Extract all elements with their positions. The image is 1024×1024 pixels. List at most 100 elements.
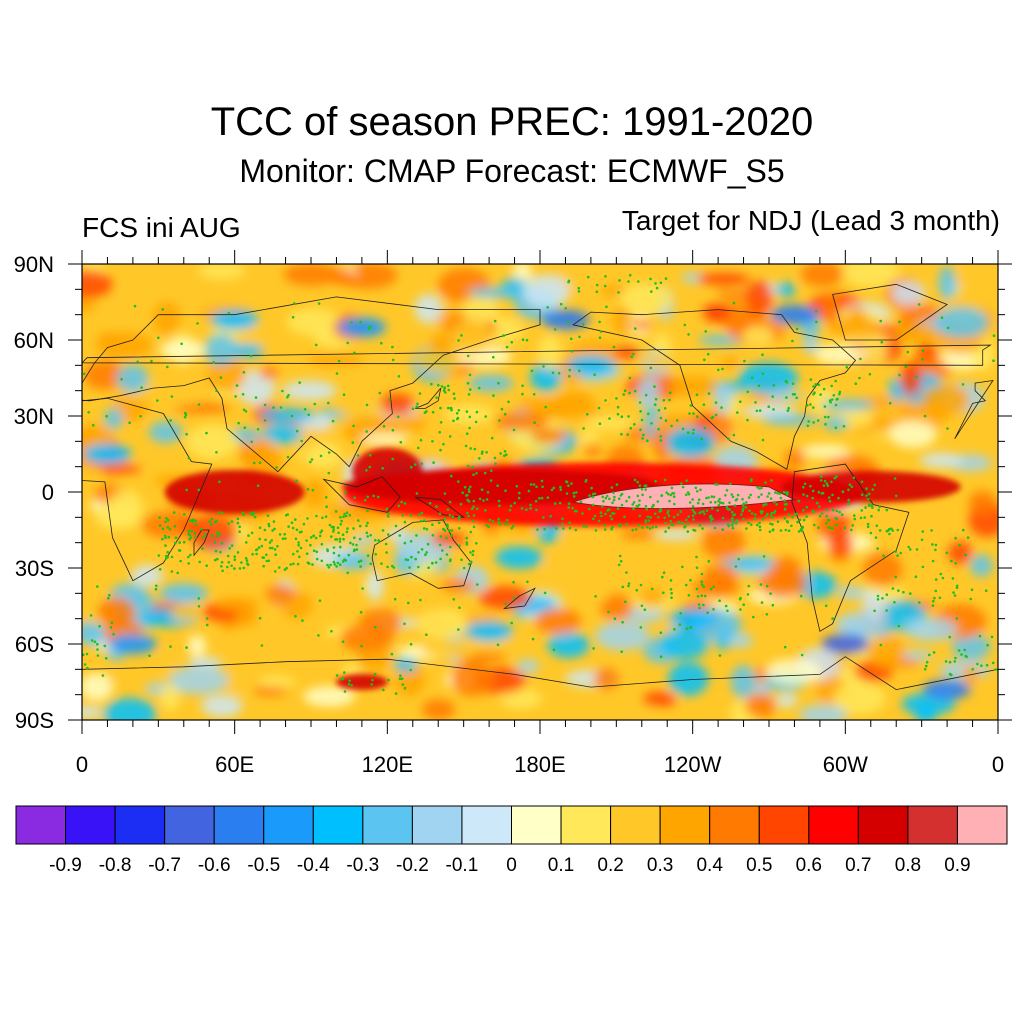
- significance-dot: [196, 322, 199, 325]
- significance-dot: [659, 655, 663, 658]
- significance-dot: [475, 507, 479, 511]
- significance-dot: [330, 629, 333, 633]
- significance-dot: [669, 588, 673, 591]
- field-patch: [82, 672, 114, 701]
- significance-dot: [327, 471, 331, 475]
- significance-dot: [237, 421, 240, 425]
- significance-dot: [802, 508, 805, 512]
- significance-dot: [426, 542, 430, 546]
- field-patch: [393, 656, 418, 673]
- significance-dot: [870, 504, 873, 507]
- significance-dot: [644, 519, 648, 522]
- significance-dot: [772, 408, 775, 411]
- significance-dot: [472, 505, 475, 509]
- significance-dot: [812, 523, 816, 527]
- significance-dot: [417, 446, 420, 450]
- significance-dot: [521, 384, 524, 388]
- significance-dot: [765, 613, 769, 616]
- significance-dot: [814, 383, 817, 386]
- significance-dot: [756, 486, 759, 489]
- significance-dot: [694, 512, 697, 515]
- significance-dot: [306, 561, 310, 564]
- significance-dot: [593, 373, 596, 377]
- significance-dot: [465, 541, 469, 544]
- significance-dot: [169, 419, 172, 422]
- field-patch: [919, 452, 964, 468]
- field-patch: [727, 632, 753, 649]
- significance-dot: [260, 544, 264, 548]
- significance-dot: [667, 492, 670, 496]
- field-patch: [82, 706, 103, 719]
- significance-dot: [469, 530, 473, 534]
- significance-dot: [471, 549, 475, 553]
- significance-dot: [439, 406, 442, 410]
- significance-dot: [559, 302, 563, 306]
- significance-dot: [812, 393, 815, 396]
- significance-dot: [954, 656, 957, 660]
- field-patch: [352, 535, 377, 546]
- significance-dot: [641, 493, 644, 497]
- significance-dot: [446, 525, 449, 528]
- significance-dot: [330, 525, 334, 529]
- lat-tick-label: 60S: [15, 632, 54, 657]
- significance-dot: [503, 450, 507, 453]
- significance-dot: [771, 528, 775, 532]
- significance-dot: [359, 559, 363, 563]
- significance-dot: [294, 614, 297, 618]
- significance-dot: [164, 554, 168, 558]
- field-patch: [951, 633, 991, 660]
- significance-dot: [622, 393, 625, 396]
- significance-dot: [640, 418, 644, 422]
- significance-dot: [161, 527, 165, 531]
- significance-dot: [320, 542, 324, 546]
- significance-dot: [230, 564, 233, 568]
- significance-dot: [431, 561, 434, 565]
- significance-dot: [515, 484, 519, 488]
- significance-dot: [860, 480, 864, 484]
- significance-dot: [649, 495, 652, 499]
- significance-dot: [360, 644, 363, 648]
- significance-dot: [954, 562, 957, 565]
- significance-dot: [365, 403, 369, 407]
- significance-dot: [865, 487, 868, 490]
- significance-dot: [678, 623, 682, 626]
- significance-dot: [831, 617, 834, 620]
- significance-dot: [485, 498, 489, 501]
- significance-dot: [437, 383, 440, 387]
- significance-dot: [613, 617, 617, 620]
- significance-dot: [490, 436, 494, 440]
- significance-dot: [628, 391, 631, 395]
- field-patch: [530, 428, 568, 443]
- significance-dot: [406, 558, 410, 562]
- significance-dot: [333, 563, 337, 566]
- significance-dot: [608, 497, 611, 501]
- significance-dot: [438, 543, 442, 547]
- significance-dot: [482, 499, 485, 502]
- significance-dot: [797, 499, 801, 503]
- field-patch: [921, 384, 971, 416]
- significance-dot: [189, 553, 192, 557]
- significance-dot: [684, 583, 688, 587]
- field-patch: [169, 665, 229, 695]
- significance-dot: [898, 373, 901, 377]
- significance-dot: [298, 555, 301, 559]
- field-patch: [160, 683, 180, 712]
- significance-dot: [374, 538, 377, 542]
- significance-dot: [380, 341, 383, 345]
- significance-dot: [442, 442, 445, 446]
- significance-dot: [923, 414, 927, 418]
- significance-dot: [263, 419, 267, 422]
- significance-dot: [597, 519, 601, 523]
- significance-dot: [704, 330, 707, 333]
- significance-dot: [659, 439, 663, 442]
- significance-dot: [120, 378, 123, 381]
- significance-dot: [758, 525, 762, 528]
- significance-dot: [233, 555, 236, 558]
- field-patch: [784, 449, 806, 468]
- field-patch: [985, 264, 998, 283]
- significance-dot: [488, 518, 492, 522]
- significance-dot: [98, 625, 101, 628]
- significance-dot: [771, 523, 774, 526]
- field-patch: [97, 597, 136, 627]
- significance-dot: [541, 485, 544, 489]
